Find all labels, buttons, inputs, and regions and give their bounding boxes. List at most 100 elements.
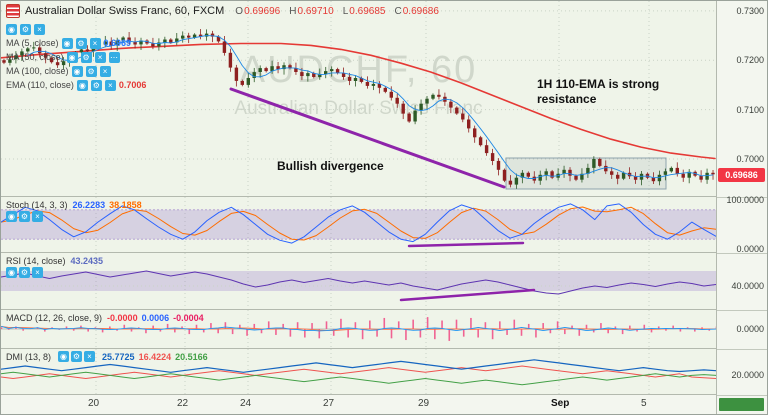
indicator-label[interactable]: MA (50, close): [6, 52, 64, 62]
eye-icon-button[interactable]: ◉: [71, 65, 83, 77]
close-icon-button[interactable]: ×: [32, 211, 43, 222]
macd-canvas: [1, 310, 716, 348]
annotation-divergence-note[interactable]: Bullish divergence: [277, 159, 384, 173]
scale-label: 100.0000: [726, 195, 764, 205]
pane-separator: [717, 197, 767, 198]
legend-row[interactable]: MA (5, close) ◉ ⚙ × 0.6969: [6, 37, 146, 49]
pane-value: 25.7725: [102, 351, 135, 362]
time-axis[interactable]: 20 22 24 27 29 Sep 5: [1, 395, 716, 414]
pane-value: 20.5166: [175, 351, 208, 362]
watermark-symbol: AUDCHF, 60: [239, 49, 478, 91]
close-label: C: [394, 6, 402, 17]
scale-label: 0.7200: [736, 55, 764, 66]
scale-label: 0.7100: [736, 104, 764, 115]
scale-label: 40.0000: [731, 281, 764, 291]
stoch-title[interactable]: Stoch (14, 3, 3): [6, 199, 68, 210]
dmi-pane[interactable]: DMI (13, 8) ◉ ⚙ × 25.7725 16.4224 20.5166: [1, 349, 716, 395]
dmi-canvas: [1, 349, 716, 394]
macd-pane[interactable]: MACD (12, 26, close, 9) -0.0000 0.0006 -0.0…: [1, 310, 716, 349]
eye-icon-button[interactable]: ◉: [6, 23, 17, 35]
pane-value: -0.0000: [107, 312, 138, 323]
pane-separator: [717, 349, 767, 350]
legend-row[interactable]: MA (50, close) ◉ ⚙ × ⋯: [6, 51, 146, 63]
more-icon-button[interactable]: ⋯: [108, 51, 120, 63]
pane-separator: [717, 395, 767, 396]
indicator-legend: ◉ ⚙ × MA (5, close) ◉ ⚙ × 0.6969 MA (50, close) ◉…: [6, 23, 146, 91]
open-value: 0.69696: [244, 6, 281, 17]
pane-value: 43.2435: [70, 255, 104, 266]
gear-icon-button[interactable]: ⚙: [71, 351, 83, 362]
symbol-logo-icon[interactable]: [6, 4, 20, 18]
eye-icon-button[interactable]: ◉: [66, 51, 78, 63]
legend-row[interactable]: MA (100, close) ◉ ⚙ ×: [6, 65, 146, 77]
time-label: 27: [323, 398, 335, 409]
stoch-canvas: [1, 197, 716, 252]
close-icon-button[interactable]: ×: [84, 351, 96, 362]
close-icon-button[interactable]: ×: [89, 37, 101, 49]
close-icon-button[interactable]: ×: [94, 51, 106, 63]
rsi-title[interactable]: RSI (14, close): [6, 255, 66, 266]
close-icon-button[interactable]: ×: [34, 23, 45, 35]
pane-separator: [717, 253, 767, 254]
pane-value: 16.4224: [138, 351, 172, 362]
indicator-label[interactable]: MA (100, close): [6, 66, 69, 76]
rsi-pane[interactable]: RSI (14, close) 43.2435 ◉ ⚙ ×: [1, 253, 716, 310]
macd-legend: MACD (12, 26, close, 9) -0.0000 0.0006 -0.0…: [6, 312, 208, 323]
macd-values: -0.0000 0.0006 -0.0004: [107, 313, 208, 323]
low-label: L: [342, 6, 349, 17]
time-label: 29: [418, 398, 430, 409]
symbol-title[interactable]: Australian Dollar Swiss Franc, 60, FXCM: [25, 5, 225, 17]
indicator-label[interactable]: EMA (110, close): [6, 80, 74, 90]
chart-panes: AUDCHF, 60 Australian Dollar Swiss Franc…: [1, 1, 716, 414]
dmi-title[interactable]: DMI (13, 8): [6, 351, 52, 362]
legend-row[interactable]: ◉ ⚙ ×: [6, 23, 146, 35]
stoch-legend: Stoch (14, 3, 3) 26.2283 38.1858 ◉ ⚙ ×: [6, 199, 146, 222]
stoch-pane[interactable]: Stoch (14, 3, 3) 26.2283 38.1858 ◉ ⚙ ×: [1, 197, 716, 253]
gear-icon-button[interactable]: ⚙: [19, 211, 30, 222]
close-icon-button[interactable]: ×: [104, 79, 116, 91]
eye-icon-button[interactable]: ◉: [6, 267, 17, 278]
indicator-label[interactable]: MA (5, close): [6, 38, 59, 48]
macd-title[interactable]: MACD (12, 26, close, 9): [6, 312, 103, 323]
gear-icon-button[interactable]: ⚙: [19, 267, 30, 278]
rsi-controls: ◉ ⚙ ×: [6, 267, 107, 278]
close-value: 0.69686: [402, 6, 439, 17]
close-icon-button[interactable]: ×: [32, 267, 43, 278]
eye-icon-button[interactable]: ◉: [6, 211, 17, 222]
eye-icon-button[interactable]: ◉: [61, 37, 73, 49]
pane-value: 0.0006: [141, 312, 170, 323]
dmi-legend: DMI (13, 8) ◉ ⚙ × 25.7725 16.4224 20.5166: [6, 351, 212, 362]
price-pane[interactable]: AUDCHF, 60 Australian Dollar Swiss Franc…: [1, 1, 716, 197]
last-price-badge: 0.69686: [718, 168, 765, 182]
scale-label: 0.7300: [736, 5, 764, 16]
time-label: 24: [240, 398, 252, 409]
gear-icon-button[interactable]: ⚙: [80, 51, 92, 63]
scale-corner-button[interactable]: [719, 398, 764, 411]
annotation-resistance-note[interactable]: 1H 110-EMA is strong resistance: [537, 77, 660, 106]
rsi-values: 43.2435: [71, 256, 108, 266]
time-label: 20: [88, 398, 100, 409]
scale-label: 0.0000: [736, 244, 764, 254]
legend-row[interactable]: EMA (110, close) ◉ ⚙ × 0.7006: [6, 79, 146, 91]
close-icon-button[interactable]: ×: [99, 65, 111, 77]
eye-icon-button[interactable]: ◉: [58, 351, 70, 362]
pane-value: -0.0004: [173, 312, 204, 323]
gear-icon-button[interactable]: ⚙: [85, 65, 97, 77]
gear-icon-button[interactable]: ⚙: [90, 79, 102, 91]
gear-icon-button[interactable]: ⚙: [75, 37, 87, 49]
scale-label: 20.0000: [731, 370, 764, 381]
price-scale-axis[interactable]: 0.69686 0.7300 0.7200 0.7100 0.7000 100.0000…: [716, 1, 767, 414]
indicator-value: 0.7006: [118, 80, 147, 90]
symbol-header: Australian Dollar Swiss Franc, 60, FXCM …: [6, 4, 439, 18]
high-label: H: [289, 6, 297, 17]
high-value: 0.69710: [297, 6, 334, 17]
gear-icon-button[interactable]: ⚙: [20, 23, 31, 35]
dmi-controls: ◉ ⚙ ×: [58, 351, 96, 362]
eye-icon-button[interactable]: ◉: [76, 79, 88, 91]
open-label: O: [235, 6, 244, 17]
pane-value: 26.2283: [72, 199, 106, 210]
rsi-canvas: [1, 253, 716, 309]
pane-value: 38.1858: [109, 199, 142, 210]
time-label: 22: [177, 398, 189, 409]
